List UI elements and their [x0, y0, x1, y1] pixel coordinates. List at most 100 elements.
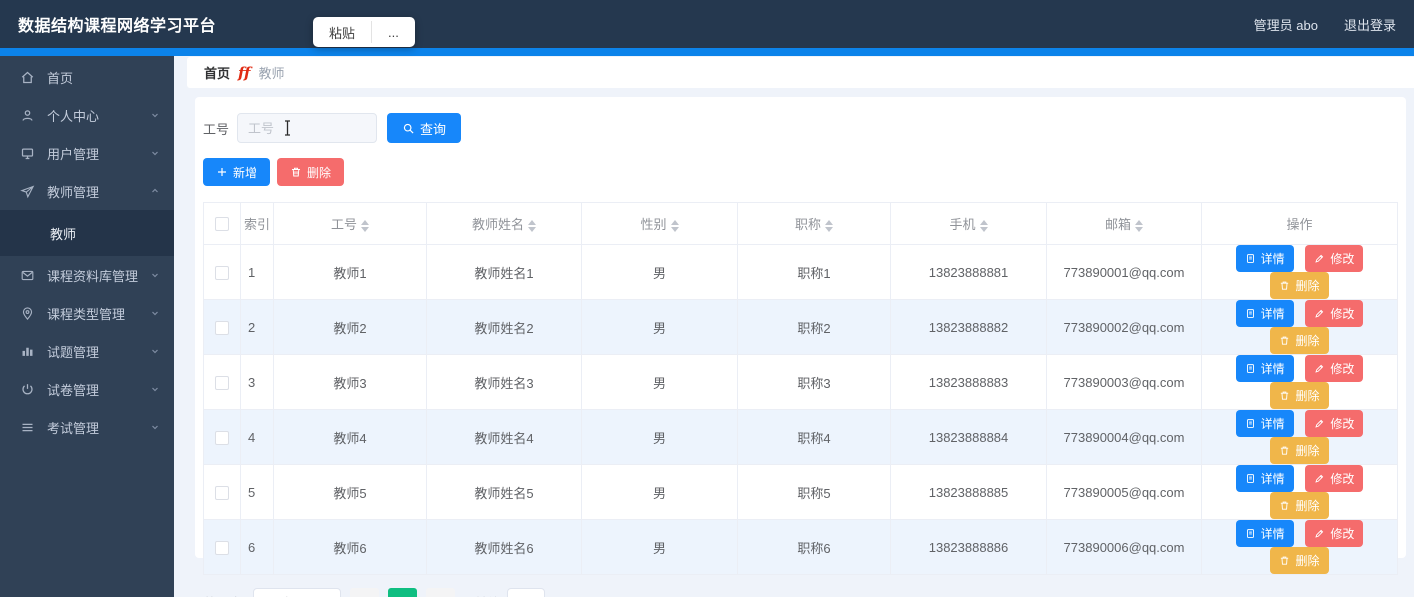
cell-actions: 详情 修改 删除 — [1201, 409, 1398, 465]
logged-in-user: 管理员 abo — [1253, 17, 1318, 33]
chevron-down-icon — [149, 383, 161, 395]
cell-work-id: 教师6 — [273, 519, 427, 575]
detail-button[interactable]: 详情 — [1235, 410, 1294, 437]
next-page-button[interactable] — [426, 588, 456, 597]
logout-link[interactable]: 退出登录 — [1343, 17, 1396, 33]
row-delete-button[interactable]: 删除 — [1270, 327, 1329, 354]
goto-page-input[interactable] — [507, 588, 546, 597]
trash-icon — [1279, 445, 1290, 456]
sidebar-item-paper-management[interactable]: 试卷管理 — [0, 370, 174, 408]
bar-chart-icon — [20, 343, 36, 359]
table-row: 5 教师5 教师姓名5 男 职称5 13823888885 773890005@… — [203, 464, 1398, 520]
detail-button[interactable]: 详情 — [1235, 245, 1294, 272]
current-page-button[interactable]: 1 — [388, 588, 418, 597]
edit-button[interactable]: 修改 — [1305, 520, 1364, 547]
cell-name: 教师姓名4 — [426, 409, 582, 465]
row-checkbox[interactable] — [215, 540, 229, 555]
detail-button[interactable]: 详情 — [1235, 520, 1294, 547]
chevron-down-icon — [149, 345, 161, 357]
sidebar-item-label: 首页 — [47, 70, 74, 86]
edit-button[interactable]: 修改 — [1305, 355, 1364, 382]
pagination: 共 6 条 10条/页 1 前往 页 — [203, 588, 1398, 597]
cell-title: 职称6 — [737, 519, 891, 575]
document-icon — [1245, 473, 1256, 484]
edit-button[interactable]: 修改 — [1305, 465, 1364, 492]
chevron-down-icon — [149, 307, 161, 319]
row-delete-button[interactable]: 删除 — [1270, 547, 1329, 574]
work-id-input[interactable] — [237, 113, 378, 143]
cell-actions: 详情 修改 删除 — [1201, 244, 1398, 300]
cell-phone: 13823888882 — [890, 299, 1047, 355]
delete-button[interactable]: 删除 — [277, 158, 345, 186]
cell-phone: 13823888881 — [890, 244, 1047, 300]
sidebar-item-label: 用户管理 — [47, 146, 100, 162]
row-checkbox[interactable] — [215, 485, 229, 500]
col-header-gender[interactable]: 性别 — [581, 202, 738, 245]
sidebar-item-course-type-management[interactable]: 课程类型管理 — [0, 294, 174, 332]
sidebar-item-user-management[interactable]: 用户管理 — [0, 134, 174, 172]
row-delete-button[interactable]: 删除 — [1270, 382, 1329, 409]
edit-button[interactable]: 修改 — [1305, 245, 1364, 272]
col-header-email[interactable]: 邮箱 — [1046, 202, 1202, 245]
cell-index: 4 — [240, 409, 274, 465]
chevron-down-icon — [149, 269, 161, 281]
sidebar-item-home[interactable]: 首页 — [0, 58, 174, 96]
plus-icon — [216, 166, 228, 178]
row-delete-button[interactable]: 删除 — [1270, 437, 1329, 464]
document-icon — [1245, 308, 1256, 319]
sidebar-item-personal-center[interactable]: 个人中心 — [0, 96, 174, 134]
row-checkbox[interactable] — [215, 375, 229, 390]
more-menu-item[interactable]: ... — [388, 24, 399, 40]
cell-email: 773890001@qq.com — [1046, 244, 1202, 300]
total-count: 共 6 条 — [203, 593, 243, 597]
teacher-panel: 工号 查询 新增 删除 — [195, 97, 1406, 597]
row-checkbox[interactable] — [215, 430, 229, 445]
trash-icon — [1279, 390, 1290, 401]
cell-work-id: 教师2 — [273, 299, 427, 355]
page-size-select[interactable]: 10条/页 — [253, 588, 342, 597]
col-header-actions: 操作 — [1201, 202, 1398, 245]
cell-name: 教师姓名3 — [426, 354, 582, 410]
pen-icon — [1314, 418, 1325, 429]
main-content: 首页 ff 教师 工号 查询 新增 — [174, 56, 1414, 597]
chevron-down-icon — [149, 421, 161, 433]
sidebar-item-label: 试题管理 — [47, 344, 100, 360]
col-header-title[interactable]: 职称 — [737, 202, 891, 245]
cell-actions: 详情 修改 删除 — [1201, 464, 1398, 520]
sidebar-item-exam-management[interactable]: 考试管理 — [0, 408, 174, 446]
detail-button[interactable]: 详情 — [1235, 355, 1294, 382]
cell-index: 3 — [240, 354, 274, 410]
pen-icon — [1314, 528, 1325, 539]
detail-button[interactable]: 详情 — [1235, 300, 1294, 327]
sidebar-subitem-teacher[interactable]: 教师 — [0, 210, 174, 256]
edit-button[interactable]: 修改 — [1305, 410, 1364, 437]
cell-actions: 详情 修改 删除 — [1201, 354, 1398, 410]
sidebar-item-course-library-management[interactable]: 课程资料库管理 — [0, 256, 174, 294]
col-header-name[interactable]: 教师姓名 — [426, 202, 582, 245]
cell-gender: 男 — [581, 519, 738, 575]
col-header-phone[interactable]: 手机 — [890, 202, 1047, 245]
row-checkbox[interactable] — [215, 265, 229, 280]
chevron-down-icon — [149, 147, 161, 159]
row-checkbox[interactable] — [215, 320, 229, 335]
breadcrumb-home-link[interactable]: 首页 — [204, 66, 231, 81]
cell-gender: 男 — [581, 409, 738, 465]
paste-menu-item[interactable]: 粘贴 — [329, 25, 356, 41]
select-all-cell — [203, 202, 241, 245]
detail-button[interactable]: 详情 — [1235, 465, 1294, 492]
cell-email: 773890003@qq.com — [1046, 354, 1202, 410]
prev-page-button[interactable] — [350, 588, 380, 597]
row-delete-button[interactable]: 删除 — [1270, 272, 1329, 299]
cell-gender: 男 — [581, 464, 738, 520]
add-button[interactable]: 新增 — [203, 158, 271, 186]
col-header-index: 索引 — [240, 202, 274, 245]
edit-button[interactable]: 修改 — [1305, 300, 1364, 327]
sidebar-item-teacher-management[interactable]: 教师管理 — [0, 172, 174, 210]
sidebar-item-question-management[interactable]: 试题管理 — [0, 332, 174, 370]
select-all-checkbox[interactable] — [215, 217, 229, 232]
col-header-work-id[interactable]: 工号 — [273, 202, 427, 245]
query-button[interactable]: 查询 — [387, 113, 462, 143]
trash-icon — [290, 166, 302, 178]
table-row: 3 教师3 教师姓名3 男 职称3 13823888883 773890003@… — [203, 354, 1398, 410]
row-delete-button[interactable]: 删除 — [1270, 492, 1329, 519]
